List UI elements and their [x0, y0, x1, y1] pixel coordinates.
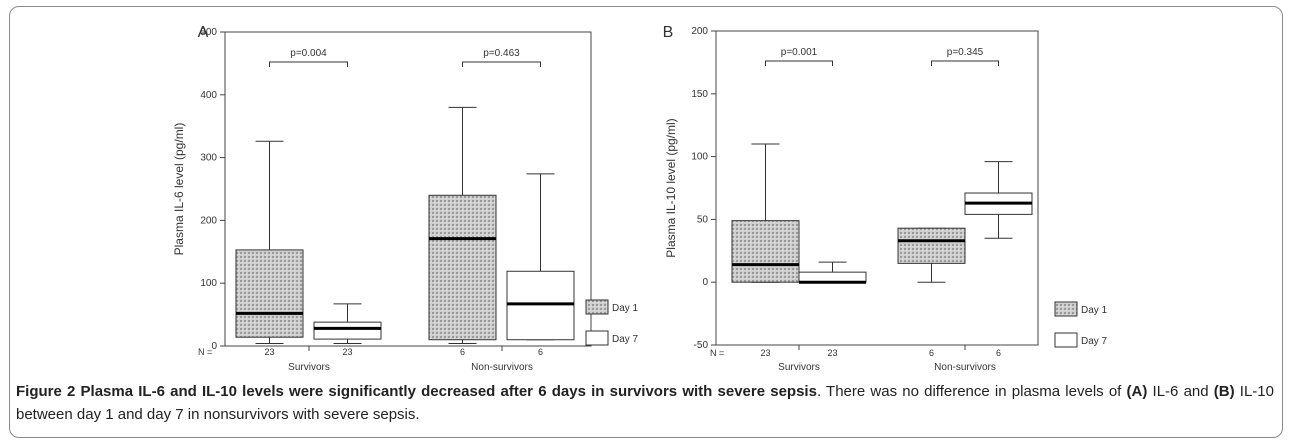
panel-b-legend-label: Day 7	[1081, 336, 1108, 347]
panel-a-p-value-label: p=0.004	[290, 48, 327, 59]
panel-b-box	[731, 220, 800, 283]
panel-a-y-tick-label: 300	[200, 153, 217, 164]
panel-a-y-tick-label: 0	[211, 341, 217, 352]
panel-a-y-tick-label: 400	[200, 90, 217, 101]
caption-ref-b: (B)	[1213, 383, 1235, 400]
panel-b-p-value-label: p=0.345	[947, 47, 984, 58]
panel-b-box	[897, 227, 966, 264]
panel-b-group-label: Survivors	[778, 362, 820, 373]
panel-b-legend-swatch	[1054, 301, 1078, 317]
panel-a-legend-swatch	[585, 299, 609, 315]
panel-a-y-tick-label: 200	[200, 215, 217, 226]
panel-a-box	[313, 321, 382, 340]
caption-ref-a: (A)	[1126, 383, 1148, 400]
panel-a-legend-label: Day 7	[612, 334, 639, 345]
panel-b-n-label: N =	[710, 348, 724, 358]
panel-b-n-count: 6	[929, 348, 934, 358]
panel-b-y-axis-title: Plasma IL-10 level (pg/ml)	[664, 118, 678, 257]
panel-b-group-label: Non-survivors	[934, 362, 996, 373]
panel-a-p-value-bracket	[462, 61, 541, 67]
figure-frame	[9, 6, 1283, 438]
panel-b-y-tick-label: 50	[697, 214, 709, 225]
panel-a-p-value-bracket	[269, 61, 348, 67]
panel-b-n-count: 23	[827, 348, 837, 358]
panel-b-n-count: 23	[760, 348, 770, 358]
caption-body-2: IL-6 and	[1147, 383, 1214, 400]
panel-b-label: B	[663, 24, 674, 41]
panel-a-box	[506, 270, 575, 341]
panel-a-plot-frame	[224, 31, 592, 347]
panel-a-group-label: Survivors	[288, 362, 330, 373]
panel-a-y-axis-title: Plasma IL-6 level (pg/ml)	[172, 123, 186, 256]
panel-a-n-count: 6	[460, 347, 465, 357]
figure-caption: Figure 2 Plasma IL-6 and IL-10 levels we…	[16, 380, 1274, 426]
panel-b-y-tick-label: -50	[694, 340, 709, 351]
panel-a-label: A	[198, 24, 209, 41]
panel-b-y-tick-label: 200	[691, 26, 708, 37]
caption-lead: Figure 2 Plasma IL-6 and IL-10 levels we…	[16, 383, 817, 400]
panel-a-n-count: 6	[538, 347, 543, 357]
panel-a-box	[428, 194, 497, 341]
panel-b-p-value-bracket	[931, 60, 999, 66]
panel-a-legend-swatch	[585, 330, 609, 346]
panel-a-box	[235, 249, 304, 338]
panel-b-plot-frame	[715, 30, 1039, 346]
panel-a-legend-label: Day 1	[612, 303, 639, 314]
panel-b-legend-swatch	[1054, 332, 1078, 348]
panel-b-y-tick-label: 100	[691, 152, 708, 163]
panel-b-p-value-label: p=0.001	[781, 47, 818, 58]
panel-b-legend-label: Day 1	[1081, 305, 1108, 316]
panel-b-y-tick-label: 150	[691, 89, 708, 100]
panel-b-y-tick-label: 0	[702, 277, 708, 288]
panel-b-p-value-bracket	[765, 60, 833, 66]
panel-a-y-tick-label: 500	[200, 27, 217, 38]
panel-b-n-count: 6	[996, 348, 1001, 358]
panel-a-n-count: 23	[342, 347, 352, 357]
caption-body-3: IL-10 between day 1 and day 7 in nonsurv…	[16, 383, 1274, 423]
panel-a-n-count: 23	[264, 347, 274, 357]
panel-a-p-value-label: p=0.463	[483, 48, 520, 59]
panel-a-group-label: Non-survivors	[471, 362, 533, 373]
panel-b-box	[798, 271, 867, 283]
caption-body-1: . There was no difference in plasma leve…	[816, 383, 1127, 400]
panel-a-n-label: N =	[198, 347, 212, 357]
panel-a-y-tick-label: 100	[200, 278, 217, 289]
